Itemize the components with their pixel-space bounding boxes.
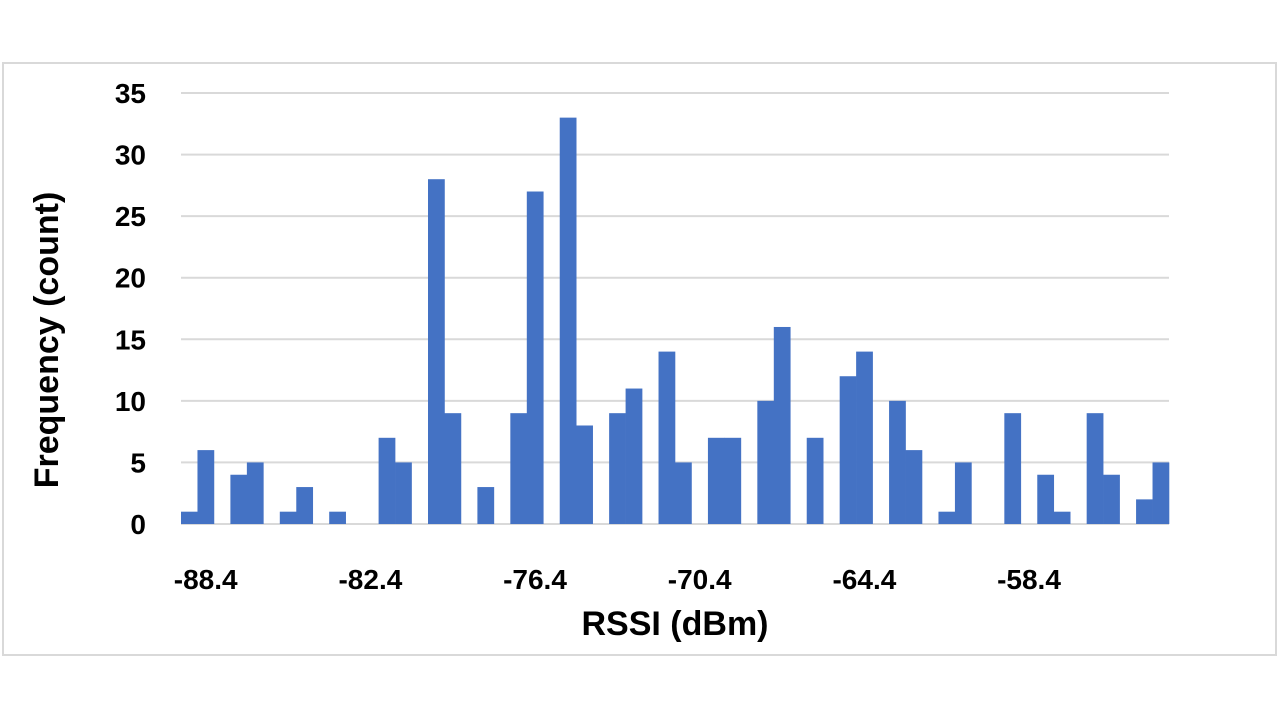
x-tick-label: -76.4 xyxy=(503,564,567,595)
histogram-bar xyxy=(889,400,906,524)
chart-frame xyxy=(2,62,1277,656)
histogram-bar xyxy=(329,511,346,524)
bars xyxy=(181,117,1170,524)
histogram-bar xyxy=(724,437,742,524)
histogram-bar xyxy=(1086,413,1104,524)
y-tick-label: 5 xyxy=(130,447,146,478)
histogram-bar xyxy=(395,462,412,524)
histogram-bar xyxy=(839,376,857,524)
histogram-bar xyxy=(1004,413,1022,524)
histogram-bar xyxy=(197,450,215,524)
y-tick-labels: 0 5 10 15 20 25 30 35 xyxy=(115,78,146,540)
histogram-bar xyxy=(707,437,725,524)
histogram-bar xyxy=(510,413,528,524)
histogram-bar xyxy=(938,511,956,524)
histogram-bar xyxy=(246,462,264,524)
histogram-bar xyxy=(954,462,972,524)
histogram-bar xyxy=(559,117,577,524)
histogram-bar xyxy=(477,487,495,524)
y-axis-title: Frequency (count) xyxy=(28,192,66,489)
x-tick-label: -70.4 xyxy=(668,564,732,595)
y-tick-label: 10 xyxy=(115,386,146,417)
histogram-bar xyxy=(526,191,544,524)
histogram-bar xyxy=(905,450,923,524)
histogram-bar xyxy=(773,326,791,524)
histogram-bar xyxy=(1136,499,1153,524)
histogram-bar xyxy=(1152,462,1170,524)
y-tick-label: 35 xyxy=(115,78,146,109)
y-tick-label: 20 xyxy=(115,263,146,294)
histogram-bar xyxy=(576,425,593,524)
histogram-bar xyxy=(806,437,824,524)
histogram-bar xyxy=(658,351,676,524)
histogram-bar xyxy=(1037,474,1055,524)
histogram-bar xyxy=(757,400,775,524)
x-tick-label: -88.4 xyxy=(174,564,238,595)
x-tick-labels: -88.4 -82.4 -76.4 -70.4 -64.4 -58.4 xyxy=(174,564,1062,595)
x-axis-title: RSSI (dBm) xyxy=(582,605,769,643)
y-tick-label: 0 xyxy=(130,509,146,540)
histogram-bar xyxy=(1103,474,1120,524)
histogram-bar xyxy=(609,413,626,524)
histogram-bar xyxy=(230,474,248,524)
y-tick-label: 30 xyxy=(115,140,146,171)
x-tick-label: -58.4 xyxy=(997,564,1061,595)
histogram-bar xyxy=(625,388,643,524)
x-tick-label: -82.4 xyxy=(338,564,402,595)
histogram-bar xyxy=(444,413,462,524)
histogram-bar xyxy=(296,487,314,524)
x-tick-label: -64.4 xyxy=(832,564,896,595)
histogram-bar xyxy=(279,511,297,524)
y-tick-label: 15 xyxy=(115,324,146,355)
histogram-bar xyxy=(856,351,873,524)
histogram-bar xyxy=(428,179,445,524)
histogram-bar xyxy=(378,437,396,524)
histogram-bar xyxy=(675,462,692,524)
histogram-bar xyxy=(1053,511,1071,524)
histogram-bar xyxy=(181,511,198,524)
y-tick-label: 25 xyxy=(115,201,146,232)
